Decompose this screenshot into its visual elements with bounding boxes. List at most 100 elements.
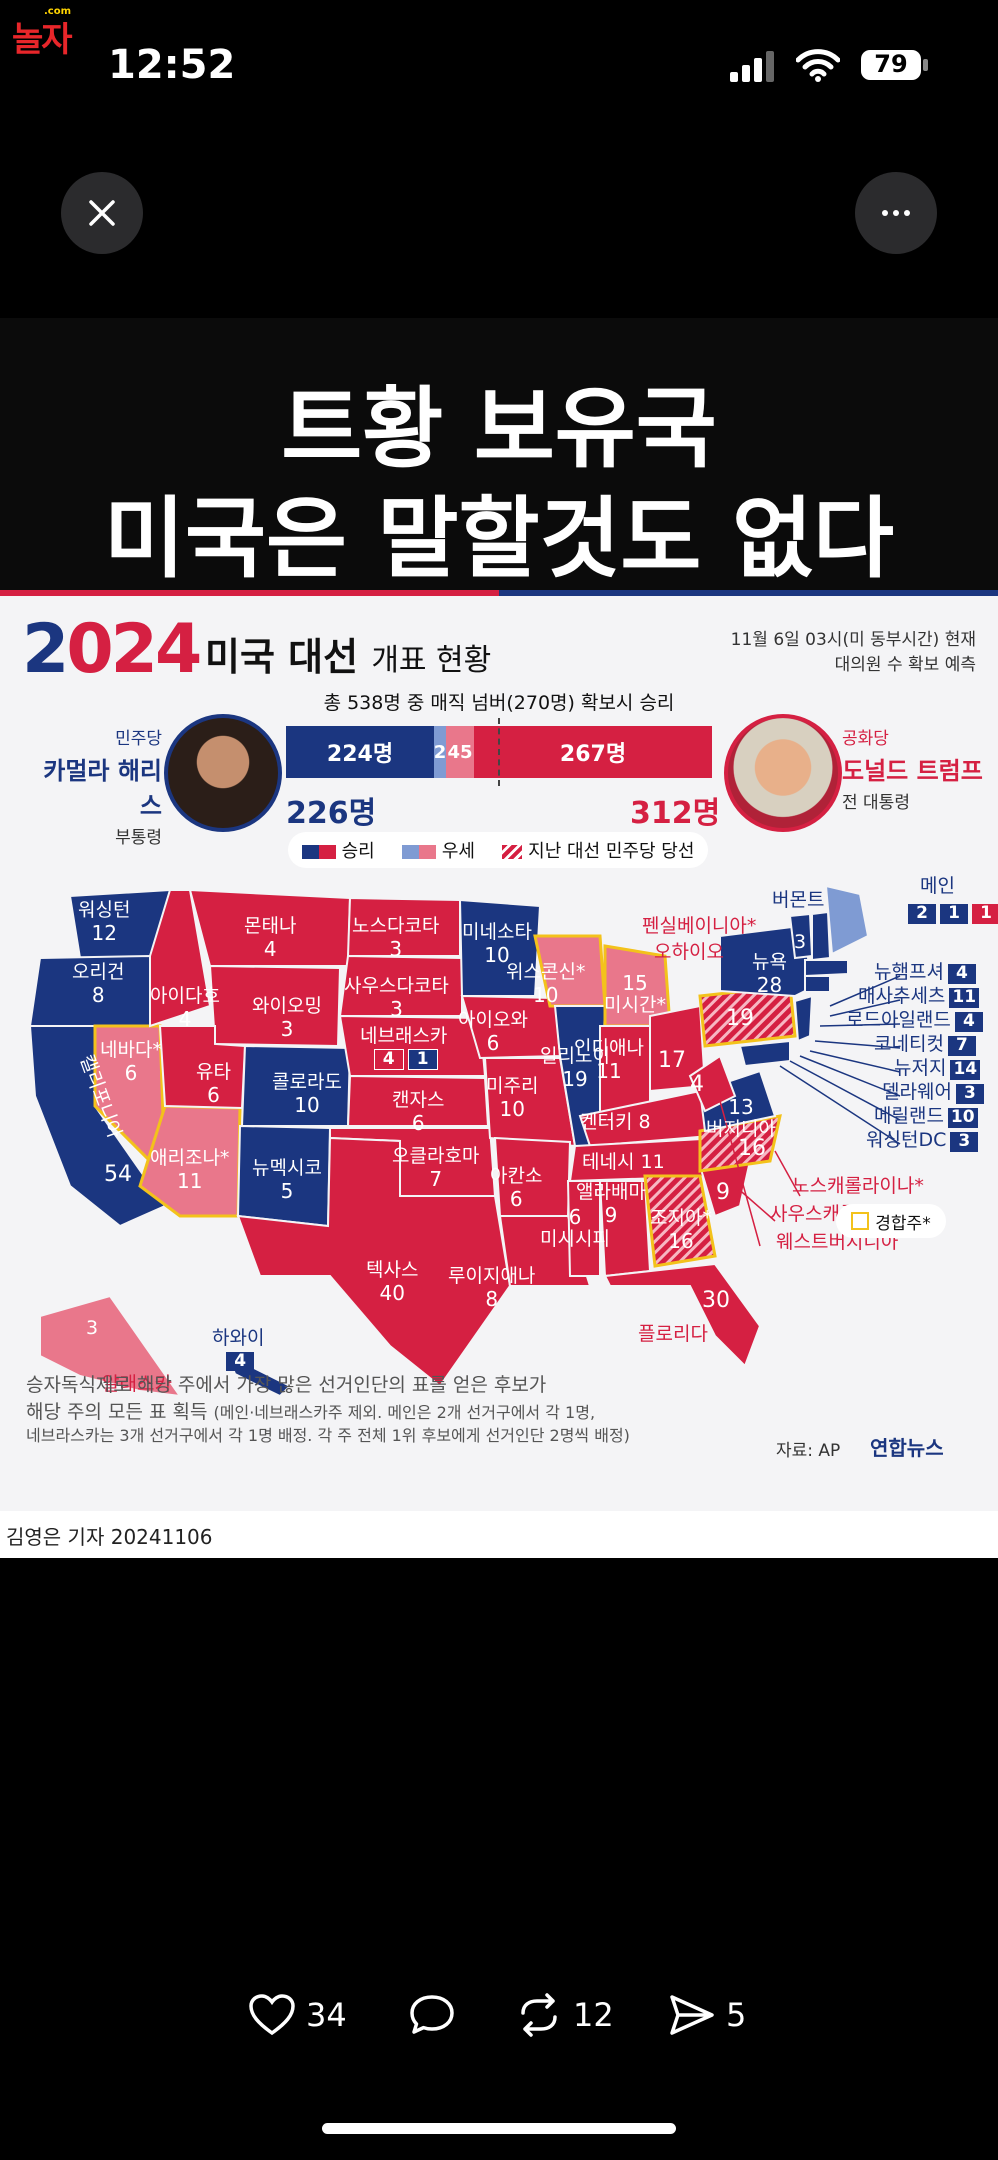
state-md <box>738 1039 791 1068</box>
dem-lean-segment: 2 <box>434 726 446 778</box>
infographic-footnote: 승자독식제로 해당 주에서 가장 많은 선거인단의 표를 얻은 후보가 해당 주… <box>26 1374 630 1446</box>
label-missouri: 미주리 10 <box>486 1075 539 1121</box>
close-icon <box>89 200 115 226</box>
state-nh <box>811 910 832 962</box>
label-dc: 워싱턴DC 3 <box>866 1129 979 1152</box>
trump-portrait <box>724 714 842 832</box>
battery-icon: 79 <box>860 48 930 82</box>
label-california-ev: 54 <box>104 1162 132 1187</box>
label-south-dakota: 사우스다코타 3 <box>344 975 449 1021</box>
dem-won-segment: 224명 <box>286 726 434 778</box>
state-wv <box>688 1054 737 1113</box>
post-image[interactable]: 트황 보유국 미국은 말할것도 없다 2024 미국 대선 개표 현황 11월 … <box>0 318 998 1558</box>
harris-total: 226명 <box>286 796 377 831</box>
repost-icon <box>521 1993 557 2037</box>
us-electoral-map: 워싱턴 12 오리건 8 캘리포니아 54 네바다* 6 아이다호 4 몬태나 4 와이오… <box>0 875 998 1436</box>
label-tennessee: 테네시 11 <box>582 1151 665 1173</box>
infographic-date: 11월 6일 03시(미 동부시간) 현재 대의원 수 확보 예측 <box>730 630 976 675</box>
label-arkansas: 아칸소 6 <box>490 1165 543 1211</box>
repost-button[interactable]: 12 <box>515 1985 614 2045</box>
data-source: 자료: AP <box>776 1441 841 1461</box>
swing-state-legend: 경합주* <box>836 1204 946 1238</box>
label-west-virginia-ev: 4 <box>690 1072 704 1097</box>
label-vermont-ev: 3 <box>794 931 807 953</box>
state-fl <box>603 1262 762 1368</box>
label-alaska-ev: 3 <box>86 1317 99 1339</box>
battery-level: 79 <box>874 50 908 78</box>
magic-number-caption: 총 538명 중 매직 넘버(270명) 확보시 승리 <box>323 692 675 714</box>
label-florida-ev: 30 <box>702 1288 730 1313</box>
site-watermark-logo: .com 놀자 <box>12 6 73 60</box>
ellipsis-icon <box>882 210 910 216</box>
rep-lean-segment: 45 <box>446 726 474 778</box>
label-wyoming: 와이오밍 3 <box>252 995 322 1041</box>
label-north-carolina: 노스캐롤라이나* <box>792 1175 924 1197</box>
label-north-carolina-ev: 16 <box>738 1136 766 1161</box>
like-button[interactable]: 34 <box>248 1985 347 2045</box>
label-nevada: 네바다* 6 <box>100 1039 162 1085</box>
label-new-york: 뉴욕 28 <box>752 951 787 997</box>
label-utah: 유타 6 <box>196 1061 231 1107</box>
more-options-button[interactable] <box>855 172 937 254</box>
map-svg <box>28 884 901 1398</box>
state-ms <box>566 1180 601 1277</box>
label-michigan: 15 미시간* <box>604 971 666 1016</box>
label-virginia: 13 버지니아 <box>706 1095 776 1140</box>
share-button[interactable]: 5 <box>668 1985 746 2045</box>
like-count: 34 <box>306 1996 347 2034</box>
label-alaska: 알래스카 <box>102 1373 172 1395</box>
harris-info: 민주당 카멀라 해리스 부통령 <box>43 729 162 848</box>
comment-icon <box>410 1995 454 2034</box>
label-vermont: 버몬트 <box>772 889 825 911</box>
state-sd <box>338 954 463 1017</box>
label-ohio: 오하이오 <box>654 941 724 963</box>
share-count: 5 <box>726 1996 747 2034</box>
label-iowa: 아이오와 6 <box>458 1009 528 1055</box>
label-pennsylvania: 펜실베이니아* <box>642 915 757 937</box>
legend-prev-dem: 지난 대선 민주당 당선 <box>502 837 694 863</box>
label-kansas: 캔자스 6 <box>392 1089 445 1135</box>
label-illinois: 일리노이 19 <box>540 1045 610 1091</box>
label-alabama: 앨라배마 9 <box>576 1181 646 1227</box>
election-infographic: 2024 미국 대선 개표 현황 11월 6일 03시(미 동부시간) 현재 대… <box>0 596 998 1511</box>
post-actions: 34 12 5 <box>0 1985 998 2045</box>
state-me <box>824 884 870 956</box>
harris-portrait <box>164 714 282 832</box>
label-new-mexico: 뉴멕시코 5 <box>252 1157 322 1203</box>
status-bar: .com 놀자 12:52 79 <box>0 0 998 130</box>
label-florida: 플로리다 <box>638 1323 708 1345</box>
label-new-hampshire: 뉴햄프셔 4 <box>874 961 976 984</box>
status-time: 12:52 <box>108 42 236 88</box>
trump-info: 공화당 도널드 트럼프 전 대통령 <box>842 729 983 813</box>
majority-line <box>498 718 502 786</box>
label-maine: 메인 <box>920 875 955 897</box>
label-minnesota: 미네소타 10 <box>462 921 532 967</box>
heart-icon <box>249 1994 295 2036</box>
label-oregon: 오리건 8 <box>72 961 125 1007</box>
infographic-title: 미국 대선 개표 현황 <box>205 635 492 679</box>
label-south-carolina-ev: 9 <box>716 1180 730 1205</box>
label-pennsylvania-ev: 19 <box>726 1006 754 1031</box>
state-id <box>149 889 212 1028</box>
close-button[interactable] <box>61 172 143 254</box>
legend-win: 승리 <box>301 837 375 863</box>
state-ks <box>346 1074 490 1127</box>
home-indicator[interactable] <box>322 2123 676 2134</box>
reply-button[interactable] <box>408 1985 466 2045</box>
label-louisiana: 루이지애나 8 <box>448 1265 536 1311</box>
label-colorado: 콜로라도 10 <box>272 1071 342 1117</box>
rep-won-segment: 267명 <box>474 726 712 778</box>
label-rhode-island: 로드아일랜드 4 <box>846 1009 983 1032</box>
label-hawaii: 하와이 4 <box>212 1327 265 1372</box>
label-idaho: 아이다호 4 <box>150 985 220 1031</box>
credit-strip: 김영은 기자 20241106 <box>0 1511 998 1558</box>
state-tx <box>236 1136 512 1388</box>
label-mississippi: 6 미시시피 <box>540 1205 610 1250</box>
label-delaware: 델라웨어 3 <box>882 1081 984 1104</box>
map-legend: 승리 우세 지난 대선 민주당 당선 <box>288 832 708 868</box>
meme-headline: 트황 보유국 미국은 말할것도 없다 <box>0 318 998 590</box>
yonhap-logo: 연합뉴스 <box>870 1436 944 1460</box>
state-nj <box>793 994 814 1043</box>
label-maryland: 메릴랜드 10 <box>874 1105 978 1128</box>
